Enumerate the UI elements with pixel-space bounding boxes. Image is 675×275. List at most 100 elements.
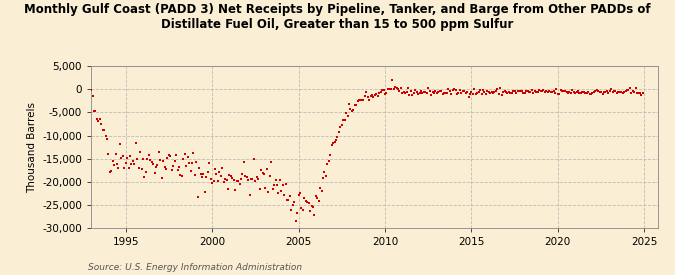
Point bbox=[590, 89, 601, 94]
Point bbox=[594, 90, 605, 94]
Point bbox=[344, 101, 354, 106]
Point bbox=[336, 123, 347, 127]
Point bbox=[115, 142, 126, 146]
Point bbox=[605, 87, 616, 92]
Point bbox=[138, 157, 148, 161]
Point bbox=[384, 87, 395, 91]
Point bbox=[342, 114, 353, 118]
Point bbox=[633, 91, 644, 95]
Point bbox=[581, 90, 592, 95]
Point bbox=[163, 153, 174, 157]
Point bbox=[426, 93, 437, 97]
Point bbox=[459, 89, 470, 93]
Point bbox=[236, 177, 246, 181]
Point bbox=[403, 86, 414, 90]
Point bbox=[423, 86, 433, 91]
Point bbox=[486, 90, 497, 94]
Point bbox=[253, 177, 264, 182]
Point bbox=[506, 91, 517, 95]
Point bbox=[599, 90, 610, 94]
Point bbox=[194, 166, 205, 170]
Point bbox=[612, 90, 622, 95]
Point bbox=[303, 200, 314, 205]
Point bbox=[130, 141, 141, 145]
Point bbox=[95, 117, 105, 121]
Point bbox=[361, 90, 372, 94]
Point bbox=[381, 91, 392, 95]
Point bbox=[87, 94, 98, 98]
Point bbox=[425, 89, 435, 93]
Point bbox=[260, 186, 271, 190]
Point bbox=[285, 194, 296, 199]
Point bbox=[352, 99, 363, 104]
Point bbox=[483, 89, 494, 94]
Point bbox=[398, 90, 409, 95]
Point bbox=[306, 204, 317, 208]
Point bbox=[394, 89, 405, 94]
Point bbox=[632, 91, 643, 95]
Point bbox=[481, 91, 491, 96]
Point bbox=[412, 92, 423, 96]
Point bbox=[328, 141, 339, 145]
Point bbox=[521, 89, 532, 93]
Point bbox=[223, 186, 234, 191]
Point bbox=[256, 167, 267, 172]
Point bbox=[397, 91, 408, 95]
Point bbox=[609, 89, 620, 94]
Point bbox=[109, 163, 119, 167]
Point bbox=[364, 97, 375, 102]
Point bbox=[192, 195, 203, 199]
Point bbox=[450, 88, 461, 92]
Point bbox=[549, 91, 560, 95]
Point bbox=[462, 90, 472, 94]
Point bbox=[338, 118, 348, 123]
Point bbox=[548, 89, 559, 93]
Point bbox=[431, 91, 442, 95]
Point bbox=[263, 190, 274, 194]
Point bbox=[374, 90, 385, 95]
Point bbox=[182, 155, 193, 160]
Text: Source: U.S. Energy Information Administration: Source: U.S. Energy Information Administ… bbox=[88, 263, 302, 272]
Point bbox=[463, 95, 474, 100]
Point bbox=[204, 160, 215, 165]
Point bbox=[191, 160, 202, 164]
Point bbox=[146, 160, 157, 164]
Point bbox=[304, 209, 315, 213]
Point bbox=[391, 86, 402, 90]
Point bbox=[576, 91, 587, 95]
Point bbox=[528, 91, 539, 95]
Point bbox=[237, 172, 248, 177]
Point bbox=[149, 171, 160, 175]
Point bbox=[308, 204, 319, 209]
Point bbox=[350, 103, 360, 107]
Point bbox=[556, 88, 566, 92]
Point bbox=[508, 88, 518, 93]
Point bbox=[578, 89, 589, 94]
Point bbox=[348, 108, 358, 112]
Point bbox=[341, 111, 352, 115]
Y-axis label: Thousand Barrels: Thousand Barrels bbox=[27, 102, 36, 192]
Point bbox=[544, 89, 555, 94]
Point bbox=[251, 174, 262, 179]
Point bbox=[151, 165, 161, 169]
Point bbox=[196, 175, 207, 180]
Point bbox=[279, 193, 290, 197]
Point bbox=[351, 103, 362, 107]
Point bbox=[378, 87, 389, 92]
Point bbox=[509, 89, 520, 94]
Point bbox=[123, 166, 134, 170]
Point bbox=[319, 170, 330, 174]
Point bbox=[487, 90, 498, 95]
Point bbox=[518, 91, 529, 95]
Point bbox=[619, 90, 630, 94]
Point bbox=[219, 177, 230, 181]
Point bbox=[470, 92, 481, 97]
Point bbox=[551, 86, 562, 91]
Point bbox=[460, 91, 471, 96]
Point bbox=[531, 90, 541, 95]
Point bbox=[393, 87, 404, 91]
Point bbox=[106, 169, 117, 173]
Point bbox=[86, 88, 97, 92]
Point bbox=[125, 153, 136, 158]
Point bbox=[623, 88, 634, 93]
